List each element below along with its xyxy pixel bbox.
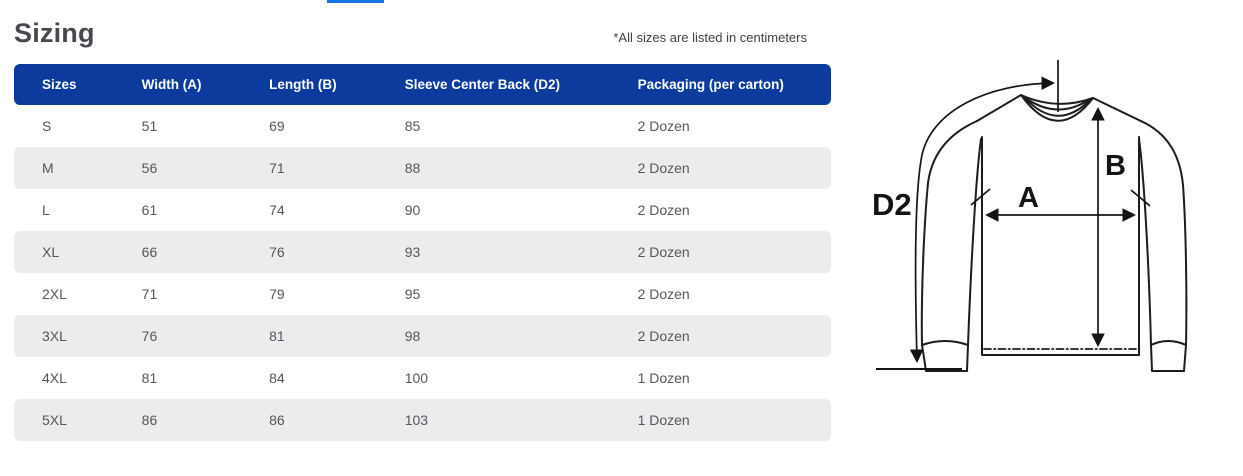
right-sleeve-outer	[1144, 122, 1188, 346]
right-shoulder-seam	[1092, 97, 1146, 124]
table-row: L 61 74 90 2 Dozen	[14, 189, 831, 231]
table-row: S 51 69 85 2 Dozen	[14, 105, 831, 147]
table-row: 4XL 81 84 100 1 Dozen	[14, 357, 831, 399]
column-header: Sleeve Center Back (D2)	[376, 64, 610, 105]
value-cell: 66	[113, 231, 242, 273]
column-header: Packaging (per carton)	[609, 64, 831, 105]
table-body: S 51 69 85 2 Dozen M 56 71 88 2 Dozen L 61 74 90 2 Doz…	[14, 105, 831, 441]
value-cell: 98	[376, 315, 610, 357]
column-header: Length (B)	[241, 64, 377, 105]
right-sleeve-inner	[1138, 138, 1152, 346]
left-cuff	[921, 344, 969, 372]
value-cell: 1 Dozen	[637, 370, 690, 386]
size-cell: 2XL	[42, 286, 67, 302]
value-cell: 100	[404, 370, 429, 386]
value-cell: 93	[376, 231, 610, 273]
value-cell: 85	[404, 118, 421, 134]
right-cuff-top	[1150, 340, 1187, 346]
value-cell: 61	[141, 202, 158, 218]
value-cell: 81	[241, 315, 377, 357]
value-cell: 76	[241, 231, 377, 273]
size-cell: 4XL	[42, 370, 67, 386]
right-shoulder-tick	[1130, 189, 1151, 207]
value-cell: 51	[141, 118, 158, 134]
value-cell: 2 Dozen	[637, 286, 690, 302]
value-cell: 2 Dozen	[609, 147, 831, 189]
value-cell: 88	[376, 147, 610, 189]
shirt-outline	[920, 94, 1188, 372]
value-cell: 69	[269, 118, 285, 134]
value-cell: 86	[113, 399, 242, 441]
value-cell: 2 Dozen	[637, 202, 690, 218]
value-cell: 1 Dozen	[609, 399, 831, 441]
units-note: *All sizes are listed in centimeters	[613, 30, 807, 45]
tab-underline-indicator	[327, 0, 384, 3]
table-row: 3XL 76 81 98 2 Dozen	[14, 315, 831, 357]
table-row: 5XL 86 86 103 1 Dozen	[14, 399, 831, 441]
table-row: XL 66 76 93 2 Dozen	[14, 231, 831, 273]
left-sleeve-inner	[967, 138, 982, 346]
value-cell: 56	[113, 147, 242, 189]
value-cell: 84	[269, 370, 285, 386]
title-row: Sizing *All sizes are listed in centimet…	[14, 13, 831, 47]
value-cell: 2 Dozen	[609, 231, 831, 273]
value-cell: 90	[404, 202, 421, 218]
size-cell: XL	[14, 231, 114, 273]
value-cell: 79	[269, 286, 285, 302]
sizing-section: Sizing *All sizes are listed in centimet…	[14, 0, 1190, 441]
value-cell: 81	[141, 370, 158, 386]
size-cell: S	[42, 118, 52, 134]
value-cell: 74	[269, 202, 285, 218]
table-row: M 56 71 88 2 Dozen	[14, 147, 831, 189]
size-cell: L	[42, 202, 50, 218]
shirt-measurement-diagram: D2 A B	[872, 60, 1188, 372]
measurement-labels: D2 A B	[872, 150, 1126, 222]
table-row: 2XL 71 79 95 2 Dozen	[14, 273, 831, 315]
table-header-row: Sizes Width (A) Length (B) Sleeve Center Ba…	[14, 64, 831, 105]
measurement-lines	[876, 60, 1151, 370]
left-shoulder-seam	[976, 94, 1022, 122]
page-title: Sizing	[14, 18, 95, 48]
size-cell: M	[14, 147, 114, 189]
left-cuff-top	[921, 340, 969, 346]
d2-measure-arrow	[909, 76, 1056, 364]
value-cell: 86	[241, 399, 377, 441]
size-cell: 5XL	[14, 399, 114, 441]
column-header: Sizes	[14, 64, 114, 105]
left-shoulder-tick	[970, 188, 991, 206]
value-cell: 2 Dozen	[637, 118, 690, 134]
size-cell: 3XL	[14, 315, 114, 357]
label-d2: D2	[872, 187, 912, 222]
label-b: B	[1105, 150, 1126, 182]
label-a: A	[1018, 182, 1039, 214]
value-cell: 95	[404, 286, 421, 302]
column-header: Width (A)	[113, 64, 242, 105]
right-cuff	[1150, 344, 1187, 372]
diagram-column: D2 A B	[831, 0, 1190, 441]
value-cell: 103	[376, 399, 610, 441]
value-cell: 71	[241, 147, 377, 189]
value-cell: 2 Dozen	[609, 315, 831, 357]
table-column: Sizing *All sizes are listed in centimet…	[14, 0, 831, 441]
value-cell: 71	[141, 286, 158, 302]
value-cell: 76	[113, 315, 242, 357]
sizing-table: Sizes Width (A) Length (B) Sleeve Center Ba…	[14, 64, 831, 441]
